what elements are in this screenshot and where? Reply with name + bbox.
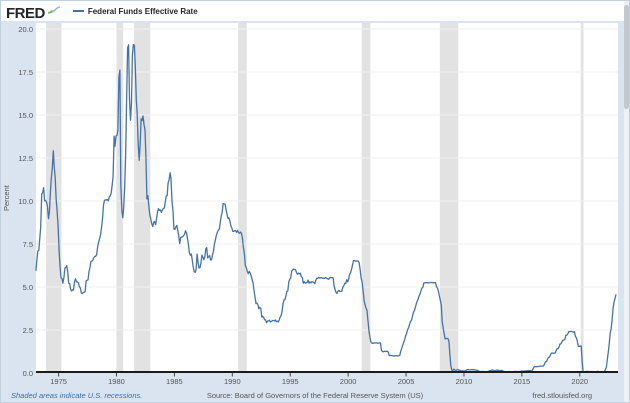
recession-band (133, 23, 151, 373)
recession-band (238, 23, 247, 373)
y-axis-tick-label: 7.5 (22, 239, 33, 249)
legend-label: Federal Funds Effective Rate (87, 6, 198, 16)
x-axis-tick-label: 1995 (281, 377, 299, 386)
recession-band (116, 23, 124, 373)
x-axis-tick-label: 2000 (339, 377, 357, 386)
scrollbar-thumb[interactable] (624, 5, 629, 109)
x-axis-tick-label: 2020 (571, 377, 589, 386)
y-axis-tick-label: 12.5 (18, 153, 33, 163)
recession-band (361, 23, 371, 373)
y-axis-tick-label: 5.0 (22, 282, 33, 292)
y-axis-tick-label: 0.0 (22, 368, 33, 378)
y-axis-tick-label: 10.0 (18, 196, 33, 206)
fred-logo-sprout-icon (47, 2, 61, 20)
fred-logo-text: FRED (6, 4, 45, 22)
legend-line-swatch (72, 10, 84, 12)
x-axis-tick-label: 2005 (397, 377, 415, 386)
chart-plot-area[interactable] (35, 23, 618, 377)
y-axis-tick-label: 20.0 (18, 24, 33, 34)
y-axis-title: Percent (2, 185, 11, 211)
x-axis-tick-label: 1985 (166, 377, 183, 386)
legend-item-federal-funds-rate[interactable]: Federal Funds Effective Rate (72, 6, 198, 16)
scrollbar-track[interactable] (624, 1, 629, 402)
x-axis-tick-label: 1980 (108, 377, 125, 386)
chart-header: FRED Federal Funds Effective Rate (1, 1, 629, 21)
recession-band (439, 23, 459, 373)
x-axis-tick-label: 1975 (50, 377, 67, 386)
fred-site-link[interactable]: fred.stlouisfed.org (532, 391, 592, 400)
y-axis-tick-label: 15.0 (18, 110, 33, 120)
x-axis-tick-label: 2015 (513, 377, 531, 386)
x-axis-tick-label: 2010 (455, 377, 473, 386)
recession-band (46, 23, 62, 373)
x-axis-tick-label: 1990 (223, 377, 241, 386)
recession-band (580, 23, 584, 373)
y-axis-tick-label: 17.5 (18, 67, 33, 77)
plot-background (36, 23, 618, 373)
fred-logo[interactable]: FRED (6, 2, 61, 21)
recession-note-link[interactable]: Shaded areas indicate U.S. recessions. (11, 391, 143, 400)
y-axis-tick-label: 2.5 (22, 325, 33, 335)
source-text: Source: Board of Governors of the Federa… (206, 391, 424, 400)
